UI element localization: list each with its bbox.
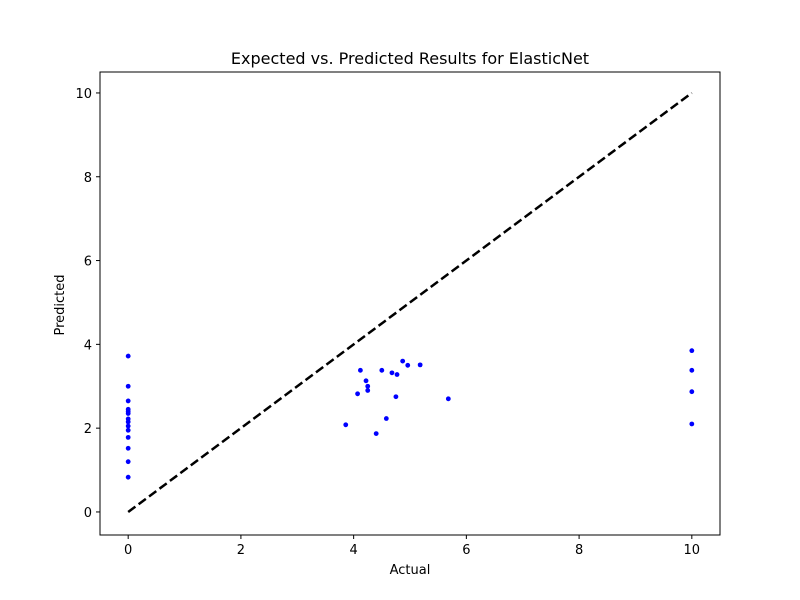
data-point [125,383,131,389]
data-point [417,362,423,368]
y-tick-label: 0 [84,506,92,521]
data-point [125,423,131,429]
x-tick-label: 4 [349,543,357,558]
data-point [445,396,451,402]
data-point [689,348,695,354]
data-point [689,367,695,373]
data-point [405,362,411,368]
x-axis-label: Actual [390,563,431,578]
data-point [355,391,360,397]
data-point [125,459,131,465]
data-point [365,383,371,389]
data-point [125,353,131,359]
data-point [365,388,371,393]
data-point [400,358,406,364]
x-tick-label: 6 [462,543,470,558]
x-tick-label: 8 [575,543,583,558]
data-point [125,445,131,451]
reference-line [127,91,693,513]
plot-area: 0 2 4 6 8 10 0 2 4 6 8 10 [75,71,721,558]
data-point [394,372,400,377]
data-point [389,370,395,376]
x-tick-label: 0 [124,543,132,558]
data-point [125,419,131,425]
data-point [373,431,379,437]
plot-frame [99,71,721,536]
y-tick-label: 8 [84,171,92,186]
y-axis-label: Predicted [53,274,68,335]
chart-title: Expected vs. Predicted Results for Elast… [231,49,589,68]
data-point [379,367,385,373]
data-point [125,434,131,440]
data-point [125,411,131,416]
y-tick-label: 6 [84,255,92,270]
data-point [689,389,695,395]
x-tick-label: 2 [237,543,245,558]
data-point [125,398,131,404]
y-tick-label: 10 [75,87,92,102]
data-point [689,421,695,427]
x-tick-label: 10 [684,543,701,558]
data-point [358,367,363,373]
y-tick-label: 4 [84,338,92,353]
data-point [393,394,399,400]
data-point [363,378,369,384]
data-point [125,474,131,480]
y-tick-label: 2 [84,422,92,437]
data-point [383,416,389,421]
data-point [343,422,349,428]
data-point [125,427,131,433]
